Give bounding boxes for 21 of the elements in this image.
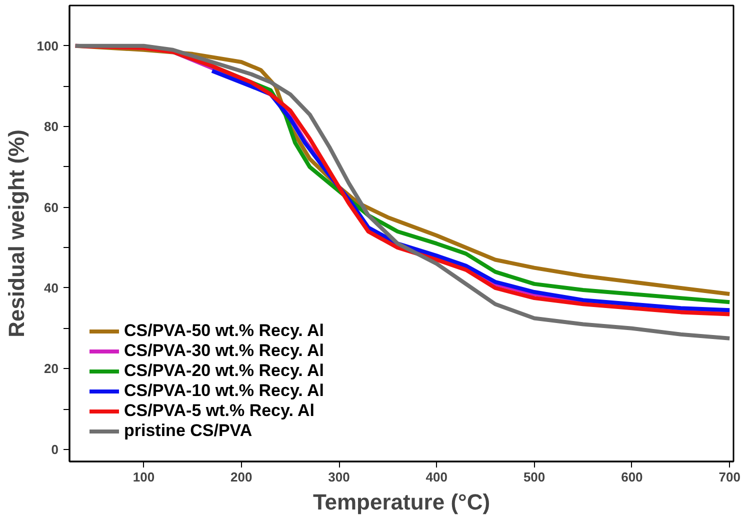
y-tick-label: 100 (36, 38, 59, 54)
y-tick-label: 80 (44, 119, 59, 134)
x-tick-label: 300 (328, 470, 350, 484)
legend-label: CS/PVA-30 wt.% Recy. Al (124, 341, 324, 361)
x-tick-label: 600 (621, 470, 643, 484)
legend-label: CS/PVA-20 wt.% Recy. Al (124, 361, 324, 381)
x-axis-title: Temperature (°C) (312, 490, 490, 514)
x-tick-label: 200 (230, 470, 252, 484)
y-tick-label: 20 (44, 361, 59, 376)
x-tick-label: 500 (523, 470, 546, 484)
legend-label: CS/PVA-50 wt.% Recy. Al (124, 321, 324, 341)
legend-label: CS/PVA-10 wt.% Recy. Al (124, 381, 324, 401)
x-tick-label: 400 (426, 470, 448, 484)
y-tick-label: 40 (44, 280, 59, 296)
legend-label: pristine CS/PVA (124, 421, 252, 441)
y-axis-title: Residual weight (%) (4, 130, 29, 338)
x-tick-label: 100 (132, 470, 155, 484)
y-tick-label: 60 (44, 200, 59, 215)
legend-label: CS/PVA-5 wt.% Recy. Al (124, 401, 315, 421)
x-tick-label: 700 (718, 470, 740, 484)
y-tick-label: 0 (51, 442, 59, 457)
